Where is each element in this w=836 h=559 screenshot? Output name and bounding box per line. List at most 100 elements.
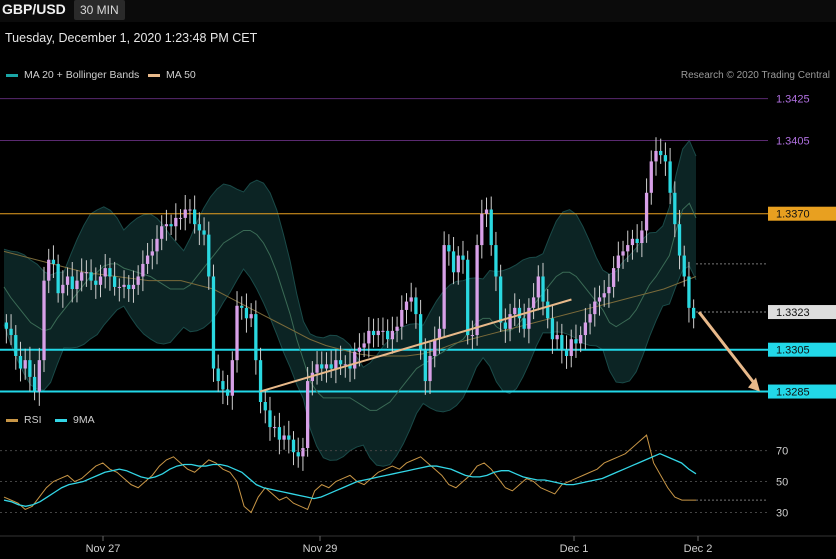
candle (541, 276, 545, 302)
candle (282, 435, 286, 440)
candle (579, 335, 583, 344)
candle (353, 351, 357, 369)
candle (456, 255, 460, 273)
candle (621, 251, 625, 256)
candle (249, 314, 253, 319)
candle (315, 364, 319, 373)
rsi-legend-label: RSI (24, 414, 42, 426)
candle (9, 328, 13, 336)
level-label-2: 1.3370 (776, 209, 810, 221)
candle (268, 410, 272, 428)
candle (301, 448, 305, 457)
candle (376, 330, 380, 336)
candle (447, 245, 451, 252)
candle (362, 343, 366, 348)
candle (263, 402, 267, 411)
candle (522, 318, 526, 329)
candle (61, 284, 65, 294)
candle (682, 255, 686, 277)
ma20-swatch (6, 73, 18, 77)
candle (691, 307, 696, 319)
bollinger-upper-line (3, 139, 697, 368)
candle (174, 217, 178, 227)
candle (644, 192, 649, 231)
candle (94, 280, 98, 285)
rsi-tick-70: 70 (776, 446, 788, 458)
candle (508, 314, 512, 329)
candle (18, 355, 23, 369)
ma9-swatch (55, 418, 67, 422)
candle (211, 276, 216, 369)
candle (418, 314, 423, 350)
candle (626, 245, 630, 252)
candle (663, 155, 668, 162)
candle (348, 364, 352, 369)
candle (390, 330, 395, 340)
candle (367, 330, 371, 344)
level-tag-3 (768, 305, 836, 320)
candle (677, 224, 682, 256)
level-label-5: 1.3285 (776, 387, 810, 399)
candle (150, 251, 154, 256)
candle (687, 276, 691, 308)
candle (160, 226, 164, 239)
candle (287, 435, 291, 440)
rsi-tick-50: 50 (776, 477, 788, 489)
ma20-line (3, 202, 697, 411)
level-tag-2 (768, 206, 836, 221)
candle (56, 263, 60, 294)
candle (117, 286, 121, 288)
candle (254, 314, 258, 361)
ma9-legend: 9MA (55, 414, 95, 426)
candle (112, 276, 117, 287)
candle (574, 339, 578, 344)
candle (108, 268, 112, 277)
candle (42, 280, 46, 361)
candle (320, 364, 324, 369)
level-tag-4 (768, 342, 836, 357)
candle (188, 209, 192, 211)
candle (75, 280, 79, 290)
candle (409, 297, 413, 302)
candle (428, 355, 432, 382)
candle (277, 427, 282, 440)
candle (273, 427, 277, 429)
candle (569, 339, 573, 356)
x-tick-label-0: Nov 27 (86, 543, 121, 555)
candle (640, 230, 644, 243)
candle (324, 364, 329, 369)
ma20-legend-label: MA 20 + Bollinger Bands (24, 69, 140, 81)
level-label-1: 1.3405 (776, 135, 810, 147)
level-tag-5 (768, 384, 836, 399)
candle (221, 381, 225, 390)
ma50-swatch (148, 73, 160, 77)
candle (461, 255, 465, 260)
ma9-legend-label: 9MA (73, 414, 95, 426)
timeframe-button[interactable]: 30 MIN (74, 0, 125, 20)
candle (423, 349, 427, 382)
candle (136, 276, 140, 285)
candle (103, 268, 107, 277)
candle (451, 251, 456, 273)
candle (583, 322, 588, 336)
candle (131, 284, 136, 290)
candle (230, 360, 234, 396)
candle (216, 368, 220, 382)
candle (654, 150, 658, 162)
candle (32, 376, 37, 392)
candle (668, 161, 672, 193)
candle (597, 297, 602, 302)
candle (225, 389, 230, 396)
ma50-legend: MA 50 (148, 69, 196, 81)
candle (235, 305, 239, 361)
candle (602, 293, 606, 298)
candle (560, 335, 564, 350)
candle (437, 328, 442, 340)
candle (98, 276, 103, 285)
candle (381, 330, 385, 332)
candle (291, 439, 296, 453)
candle (145, 255, 150, 264)
rsi-ma9-line (3, 452, 697, 507)
rsi-line (3, 434, 696, 514)
